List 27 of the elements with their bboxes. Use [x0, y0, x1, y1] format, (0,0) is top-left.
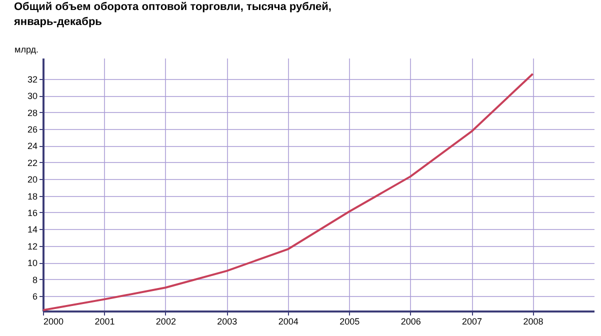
- x-tick-label: 2002: [156, 316, 176, 326]
- y-tick-label: 12: [27, 241, 38, 252]
- y-tick-label: 6: [32, 291, 38, 302]
- line-series: [43, 72, 534, 311]
- x-tick-label: 2006: [400, 316, 421, 326]
- y-tick-label: 30: [27, 91, 38, 102]
- x-tick-label: 2007: [462, 316, 482, 326]
- x-tick-label: 2008: [523, 316, 544, 326]
- y-tick-label: 8: [32, 274, 38, 285]
- y-tick-label: 16: [27, 208, 38, 218]
- x-tick-label: 2005: [340, 316, 360, 326]
- y-tick-label: 22: [27, 158, 38, 168]
- x-tick-label: 2001: [94, 316, 115, 326]
- chart-subtitle: январь-декабрь: [14, 16, 102, 28]
- x-tick-label: 2003: [217, 316, 238, 326]
- y-tick-label: 10: [27, 258, 38, 268]
- y-tick-label: 28: [27, 108, 38, 118]
- y-axis-title: млрд.: [14, 44, 38, 54]
- chart-title: Общий объем оборота оптовой торговли, тысяча рублей,: [14, 1, 332, 13]
- y-tick-label: 32: [27, 74, 38, 84]
- y-tick-label: 18: [27, 191, 38, 202]
- x-tick-label: 2000: [44, 316, 64, 326]
- y-tick-label: 24: [27, 141, 38, 152]
- y-tick-label: 14: [27, 224, 38, 235]
- x-tick-label: 2004: [278, 316, 298, 326]
- y-tick-label: 26: [27, 124, 38, 134]
- y-tick-label: 20: [27, 174, 38, 185]
